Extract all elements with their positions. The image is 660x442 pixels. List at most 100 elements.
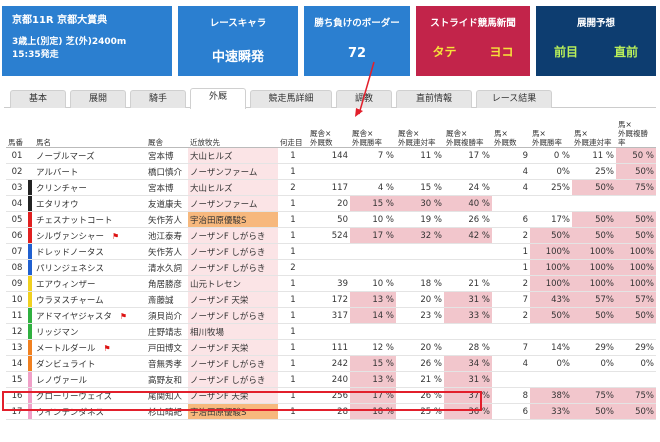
col-run-count[interactable]: 何走目 [278, 120, 308, 148]
horse-name[interactable]: リッジマン [34, 323, 146, 340]
table-row[interactable]: 10 ウラヌスチャーム 斎藤誠 ノーザンF 天栄 1 172 13 % 20 % 31 % 7 43… [6, 291, 656, 308]
recent-farm: 大山ヒルズ [188, 179, 278, 196]
horse-name[interactable]: ドレッドノータス [34, 243, 146, 260]
table-row[interactable]: 06 シルヴァンシャー ⚑ 池江泰寿 ノーザンF しがらき 1 524 17 % 32 % 42 … [6, 227, 656, 244]
horse-win-rate: 0 % [530, 147, 572, 164]
pace-forecast-latest[interactable]: 直前 [613, 45, 638, 59]
table-body: 01 ノーブルマーズ 宮本博 大山ヒルズ 1 144 7 % 11 % 17 % 9 0 % 11 %… [6, 147, 656, 420]
recent-farm: ノーザンF しがらき [188, 355, 278, 372]
race-character-panel[interactable]: レースキャラ 中速瞬発 [178, 6, 298, 76]
horse-win-rate [530, 195, 572, 212]
table-row[interactable]: 13 メートルダール ⚑ 戸田博文 ノーザンF 天栄 1 111 12 % 20 % 28 % 7 1… [6, 339, 656, 356]
tab-pace[interactable]: 展開 [70, 90, 126, 108]
table-row[interactable]: 11 アドマイヤジャスタ ⚑ 須貝尚介 ノーザンF しがらき 1 317 14 % 23 % 33… [6, 307, 656, 324]
horse-top3-rate: 75% [616, 387, 656, 404]
win-border-panel[interactable]: 勝ち負けのボーダー 72 [304, 6, 410, 76]
stable-top2-rate: 18 % [396, 275, 444, 292]
horse-name[interactable]: エアウィンザー [34, 275, 146, 292]
table-row[interactable]: 12 リッジマン 庄野靖志 相川牧場 1 [6, 323, 656, 340]
horse-top2-rate: 100% [572, 243, 616, 260]
pace-forecast-heading: 展開予想 [576, 18, 615, 29]
col-stable-top2[interactable]: 厩舎× 外厩連対率 [396, 120, 444, 148]
horse-name[interactable]: エタリオウ [34, 195, 146, 212]
tab-race-result[interactable]: レース結果 [476, 90, 552, 108]
run-count: 1 [278, 195, 308, 212]
col-horse-count[interactable]: 馬× 外厩数 [492, 120, 530, 148]
horse-name[interactable]: クリンチャー [34, 179, 146, 196]
horse-name[interactable]: ウラヌスチャーム [34, 291, 146, 308]
col-horse-name[interactable]: 馬名 [34, 120, 146, 148]
table-row[interactable]: 14 ダンビュライト 音無秀孝 ノーザンF しがらき 1 242 15 % 26 % 34 % 4… [6, 355, 656, 372]
stable-count: 39 [308, 275, 350, 292]
table-row[interactable]: 04 エタリオウ 友道康夫 ノーザンファーム 1 20 15 % 30 % 40 % [6, 195, 656, 212]
table-row[interactable]: 05 チェスナットコート 矢作芳人 宇治田原優駿S 1 50 10 % 19 % 26 % 6 17… [6, 211, 656, 228]
stable-count [308, 163, 350, 180]
horse-top2-rate: 57% [572, 291, 616, 308]
horse-name[interactable]: アドマイヤジャスタ ⚑ [34, 307, 146, 324]
col-stable-top3[interactable]: 厩舎× 外厩複勝率 [444, 120, 492, 148]
col-horse-win[interactable]: 馬× 外厩勝率 [530, 120, 572, 148]
tab-training[interactable]: 調教 [336, 90, 392, 108]
tab-outer-stable[interactable]: 外厩 [190, 88, 246, 109]
race-character-heading: レースキャラ [209, 18, 267, 29]
trainer-name: 矢作芳人 [146, 211, 188, 228]
horse-name[interactable]: シルヴァンシャー ⚑ [34, 227, 146, 244]
table-row[interactable]: 09 エアウィンザー 角居勝彦 山元トレセン 1 39 10 % 18 % 21 % 2 100% 1… [6, 275, 656, 292]
stable-count: 172 [308, 291, 350, 308]
col-horse-top3[interactable]: 馬× 外厩複勝率 [616, 120, 656, 148]
table-row[interactable]: 07 ドレッドノータス 矢作芳人 ノーザンF しがらき 1 1 100% 100% 100% [6, 243, 656, 260]
table-row[interactable]: 02 アルバート 橋口慎介 ノーザンファーム 1 4 0% 25% 50% [6, 163, 656, 180]
col-stable-count[interactable]: 厩舎× 外厩数 [308, 120, 350, 148]
pace-forecast-front[interactable]: 前目 [553, 45, 578, 59]
horse-name[interactable]: メートルダール ⚑ [34, 339, 146, 356]
horse-name[interactable]: チェスナットコート [34, 211, 146, 228]
stable-top2-rate: 23 % [396, 307, 444, 324]
stable-count: 242 [308, 355, 350, 372]
stable-win-rate: 14 % [350, 307, 396, 324]
stable-top3-rate [444, 259, 492, 276]
stride-horizontal[interactable]: ヨコ [489, 45, 514, 59]
stride-newspaper-panel[interactable]: ストライド競馬新聞 タテ ヨコ [416, 6, 530, 76]
tab-basic[interactable]: 基本 [10, 90, 66, 108]
horse-top3-rate [616, 195, 656, 212]
horse-name[interactable]: ダンビュライト [34, 355, 146, 372]
horse-name[interactable]: レノヴァール [34, 371, 146, 388]
gate-color [28, 323, 34, 340]
table-row[interactable]: 01 ノーブルマーズ 宮本博 大山ヒルズ 1 144 7 % 11 % 17 % 9 0 % 11 %… [6, 147, 656, 164]
horse-top3-rate [616, 371, 656, 388]
horse-name[interactable]: アルバート [34, 163, 146, 180]
horse-win-rate: 33% [530, 403, 572, 420]
col-horse-top2[interactable]: 馬× 外厩連対率 [572, 120, 616, 148]
col-number[interactable]: 馬番 [6, 120, 28, 148]
stride-vertical[interactable]: タテ [432, 45, 457, 59]
recent-farm: ノーザンF しがらき [188, 227, 278, 244]
col-stable-win[interactable]: 厩舎× 外厩勝率 [350, 120, 396, 148]
horse-name[interactable]: ウインテンダネス [34, 403, 146, 420]
col-recent-farm[interactable]: 近放牧先 [188, 120, 278, 148]
table-row[interactable]: 08 パリンジェネシス 清水久詞 ノーザンF しがらき 2 1 100% 100% 100% [6, 259, 656, 276]
table-row[interactable]: 17 ウインテンダネス 杉山晴紀 宇治田原優駿S 1 28 18 % 25 % 36 % 6 33%… [6, 403, 656, 420]
table-row[interactable]: 03 クリンチャー 宮本博 大山ヒルズ 2 117 4 % 15 % 24 % 4 25% 50% 75… [6, 179, 656, 196]
run-count: 1 [278, 211, 308, 228]
horse-name[interactable]: パリンジェネシス [34, 259, 146, 276]
tab-horse-detail[interactable]: 競走馬詳細 [250, 90, 332, 108]
table-row[interactable]: 15 レノヴァール 高野友和 ノーザンF しがらき 1 240 13 % 21 % 31 % [6, 371, 656, 388]
stable-win-rate: 13 % [350, 371, 396, 388]
stable-count: 240 [308, 371, 350, 388]
stable-top2-rate: 30 % [396, 195, 444, 212]
horse-count: 1 [492, 259, 530, 276]
horse-win-rate: 50% [530, 307, 572, 324]
col-trainer[interactable]: 厩舎 [146, 120, 188, 148]
horse-top2-rate [572, 323, 616, 340]
gate-color [28, 163, 34, 180]
horse-top3-rate: 50 % [616, 147, 656, 164]
stable-top3-rate: 21 % [444, 275, 492, 292]
stable-top2-rate: 25 % [396, 403, 444, 420]
gate-color [28, 195, 34, 212]
horse-name[interactable]: ノーブルマーズ [34, 147, 146, 164]
stable-top3-rate: 28 % [444, 339, 492, 356]
tab-latest-info[interactable]: 直前情報 [396, 90, 472, 108]
pace-forecast-panel[interactable]: 展開予想 前目 直前 [536, 6, 656, 76]
tab-jockey[interactable]: 騎手 [130, 90, 186, 108]
horse-top3-rate: 0% [616, 355, 656, 372]
